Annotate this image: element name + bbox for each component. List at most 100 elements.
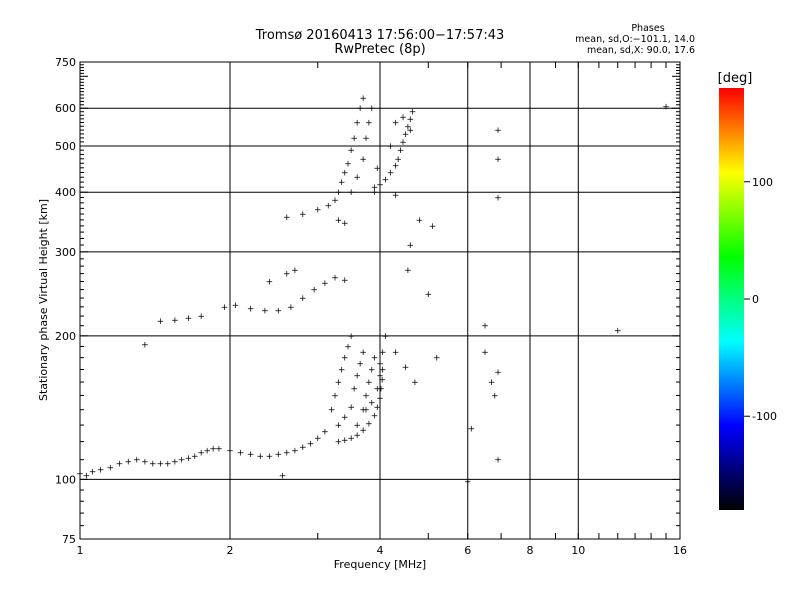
data-point: +: [266, 452, 274, 462]
data-points: +++ + + + + + + + + + + + ++++++ + + + + + + + + + +++++++++++…: [76, 94, 670, 487]
data-point: +: [178, 456, 186, 466]
data-point: +: [433, 354, 441, 364]
data-point: +: [376, 394, 384, 404]
data-point: +: [376, 359, 384, 369]
data-point: +: [341, 354, 349, 364]
data-point: +: [662, 103, 670, 113]
data-point: +: [371, 354, 379, 364]
y-tick-label: 100: [55, 473, 76, 486]
data-point: +: [365, 378, 373, 388]
data-point: +: [283, 213, 291, 223]
y-axis-label: Stationary phase Virtual Height [km]: [37, 199, 50, 401]
data-point: +: [356, 104, 364, 114]
data-point: +: [394, 155, 402, 165]
data-point: +: [347, 146, 355, 156]
data-point: +: [283, 448, 291, 458]
y-tick-label: 200: [55, 330, 76, 343]
data-point: +: [341, 219, 349, 229]
data-point: +: [141, 458, 149, 468]
axis-tick-labels: 1 2 4 6 8 10 16 75 100 200 300 400 500 600 750: [55, 56, 687, 557]
colorbar-tick-label: 100: [752, 176, 773, 189]
data-point: +: [314, 205, 322, 215]
colorbar-tick-label: 0: [752, 293, 759, 306]
data-point: +: [404, 122, 412, 132]
y-tick-label: 300: [55, 246, 76, 259]
data-point: +: [359, 155, 367, 165]
data-point: +: [335, 421, 343, 431]
colorbar-tick-label: -100: [752, 410, 777, 423]
data-point: +: [116, 459, 124, 469]
data-point: +: [359, 426, 367, 436]
data-point: +: [221, 303, 229, 313]
data-point: +: [314, 434, 322, 444]
data-point: +: [344, 342, 352, 352]
data-point: +: [409, 108, 417, 118]
data-point: +: [411, 378, 419, 388]
data-point: +: [362, 391, 370, 401]
data-point: +: [491, 391, 499, 401]
data-point: +: [429, 222, 437, 232]
data-point: +: [377, 385, 385, 395]
data-point: +: [368, 104, 376, 114]
data-point: +: [481, 322, 489, 332]
data-point: +: [321, 428, 329, 438]
data-point: +: [382, 332, 390, 342]
data-point: +: [331, 274, 339, 284]
x-axis-label: Frequency [MHz]: [334, 558, 426, 571]
data-point: +: [209, 445, 217, 455]
data-point: +: [89, 467, 97, 477]
data-point: +: [374, 403, 382, 413]
data-point: +: [371, 183, 379, 193]
data-point: +: [83, 471, 91, 481]
data-point: +: [133, 456, 141, 466]
data-point: +: [368, 365, 376, 375]
data-point: +: [494, 193, 502, 203]
data-point: +: [494, 155, 502, 165]
data-point: +: [614, 327, 622, 337]
data-point: +: [406, 115, 414, 125]
chart-title: Tromsø 20160413 17:56:00−17:57:43: [255, 28, 505, 43]
data-point: +: [347, 188, 355, 198]
data-point: +: [406, 241, 414, 251]
data-point: +: [359, 94, 367, 104]
x-tick-label: 8: [527, 544, 534, 557]
data-point: +: [359, 406, 367, 416]
data-point: +: [171, 458, 179, 468]
stats-heading: Phases: [631, 23, 664, 34]
data-point: +: [157, 459, 165, 469]
data-point: +: [362, 406, 370, 416]
data-point: +: [335, 216, 343, 226]
data-point: +: [374, 164, 382, 174]
data-point: +: [321, 279, 329, 289]
data-point: +: [353, 431, 361, 441]
data-point: +: [125, 458, 133, 468]
data-point: +: [347, 403, 355, 413]
x-tick-label: 1: [77, 544, 84, 557]
data-point: +: [353, 421, 361, 431]
data-point: +: [335, 438, 343, 448]
data-point: +: [310, 286, 318, 296]
data-point: +: [283, 270, 291, 280]
data-point: +: [157, 317, 165, 327]
data-point: +: [299, 210, 307, 220]
data-point: +: [379, 365, 387, 375]
data-point: +: [97, 465, 105, 475]
data-point: +: [399, 113, 407, 123]
data-point: +: [299, 294, 307, 304]
y-tick-label: 500: [55, 140, 76, 153]
data-point: +: [359, 348, 367, 358]
chart-subtitle: RwPretec (8p): [334, 42, 425, 57]
data-point: +: [392, 162, 400, 172]
data-point: +: [392, 119, 400, 129]
data-point: +: [279, 471, 287, 481]
data-point: +: [328, 406, 336, 416]
data-point: +: [425, 290, 433, 300]
data-point: +: [387, 142, 395, 152]
data-point: +: [392, 191, 400, 201]
x-tick-label: 10: [571, 544, 585, 557]
data-point: +: [488, 378, 496, 388]
data-point: +: [371, 412, 379, 422]
data-point: +: [331, 391, 339, 401]
data-point: +: [149, 459, 157, 469]
data-point: +: [494, 368, 502, 378]
